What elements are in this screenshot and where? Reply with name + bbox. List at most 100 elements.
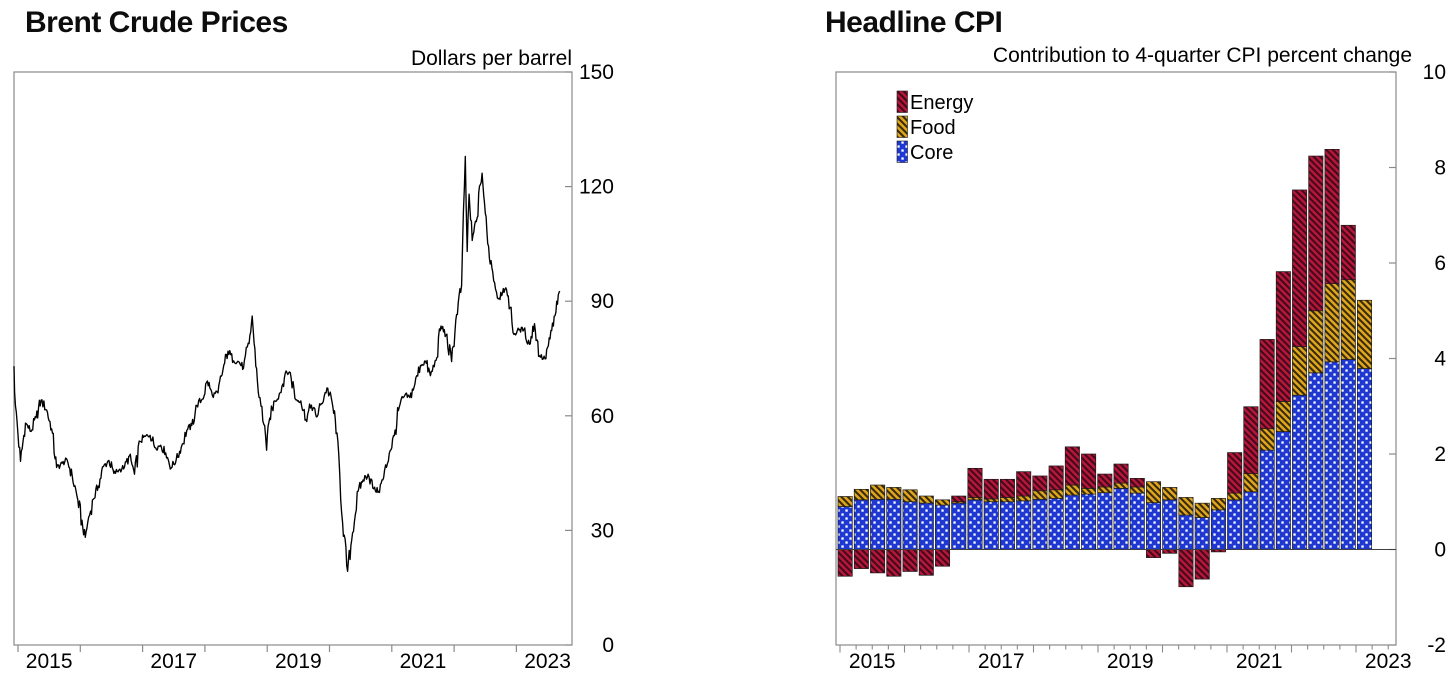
cpi-y-tick-label: 6 bbox=[1434, 252, 1446, 275]
cpi-y-tick-label: 4 bbox=[1434, 348, 1446, 371]
cpi-bar-core bbox=[1340, 359, 1356, 550]
cpi-bar-food bbox=[837, 496, 853, 507]
cpi-bar-food bbox=[1032, 490, 1048, 500]
cpi-bar-energy bbox=[1324, 149, 1340, 284]
cpi-bar-core bbox=[886, 499, 902, 550]
brent-y-tick-label: 60 bbox=[591, 405, 614, 428]
legend-swatch-energy bbox=[896, 90, 908, 113]
cpi-bar-food bbox=[1146, 481, 1162, 504]
cpi-bar-core bbox=[1064, 494, 1080, 550]
brent-price-line bbox=[13, 155, 561, 572]
cpi-bar-core bbox=[1032, 499, 1048, 550]
cpi-bar-food bbox=[1340, 279, 1356, 360]
cpi-bar-energy bbox=[1227, 452, 1243, 494]
cpi-y-tick-label: 8 bbox=[1434, 157, 1446, 180]
cpi-bar-energy bbox=[967, 467, 983, 498]
cpi-y-tick-label: 10 bbox=[1423, 61, 1446, 84]
brent-x-tick-label: 2019 bbox=[275, 650, 322, 673]
cpi-bar-energy bbox=[1275, 271, 1291, 402]
cpi-bar-energy bbox=[935, 549, 951, 567]
brent-y-tick-label: 150 bbox=[579, 61, 614, 84]
cpi-y-tick-label: 2 bbox=[1434, 443, 1446, 466]
cpi-bar-food bbox=[1275, 401, 1291, 432]
cpi-bar-food bbox=[967, 497, 983, 501]
cpi-bar-core bbox=[1357, 368, 1373, 550]
cpi-bar-core bbox=[951, 502, 967, 550]
cpi-bar-core bbox=[983, 501, 999, 550]
cpi-bar-food bbox=[999, 497, 1015, 503]
cpi-x-tick-label: 2015 bbox=[849, 650, 896, 673]
cpi-bar-food bbox=[1162, 487, 1178, 501]
cpi-x-tick-label: 2021 bbox=[1236, 650, 1283, 673]
legend-label-core: Core bbox=[910, 142, 953, 164]
cpi-x-tick-label: 2019 bbox=[1107, 650, 1154, 673]
cpi-bar-core bbox=[1210, 509, 1226, 550]
cpi-bar-food bbox=[1227, 492, 1243, 501]
cpi-bar-food bbox=[1210, 498, 1226, 511]
cpi-bar-energy bbox=[1129, 478, 1145, 488]
cpi-bar-core bbox=[1227, 499, 1243, 550]
brent-line-chart: 2015 2017 2019 2021 2023 0 30 60 90 120 150 bbox=[13, 61, 614, 673]
cpi-bar-energy bbox=[853, 549, 869, 569]
cpi-bar-energy bbox=[870, 549, 886, 574]
cpi-bar-energy bbox=[918, 549, 934, 576]
cpi-bar-food bbox=[870, 484, 886, 500]
cpi-y-tick-label: 0 bbox=[1434, 539, 1446, 562]
cpi-x-tick-label: 2017 bbox=[978, 650, 1025, 673]
cpi-bar-food bbox=[886, 487, 902, 500]
cpi-bar-food bbox=[935, 499, 951, 506]
cpi-bar-core bbox=[1129, 492, 1145, 550]
brent-plot-frame bbox=[13, 71, 573, 646]
cpi-bar-food bbox=[1194, 502, 1210, 518]
cpi-bar-energy bbox=[983, 478, 999, 500]
cpi-bar-core bbox=[1048, 498, 1064, 550]
brent-x-tick-label: 2015 bbox=[26, 650, 73, 673]
cpi-bar-energy bbox=[1243, 406, 1259, 474]
cpi-subtitle: Contribution to 4-quarter CPI percent ch… bbox=[992, 44, 1412, 67]
brent-y-tick-label: 0 bbox=[602, 634, 614, 657]
cpi-bar-food bbox=[1243, 473, 1259, 493]
brent-y-tick-label: 30 bbox=[591, 519, 614, 542]
cpi-bar-food bbox=[1048, 489, 1064, 499]
cpi-bar-energy bbox=[951, 495, 967, 503]
legend-swatch-food bbox=[896, 115, 908, 138]
cpi-bar-core bbox=[918, 502, 934, 550]
cpi-bar-core bbox=[1194, 517, 1210, 550]
cpi-bar-energy bbox=[1259, 339, 1275, 430]
legend-label-energy: Energy bbox=[910, 92, 973, 114]
legend-swatch-core bbox=[896, 140, 908, 163]
cpi-bar-energy bbox=[999, 478, 1015, 498]
cpi-bar-core bbox=[837, 506, 853, 550]
cpi-bar-food bbox=[983, 498, 999, 503]
cpi-bar-core bbox=[902, 501, 918, 550]
cpi-bar-energy bbox=[1048, 465, 1064, 491]
cpi-bar-energy bbox=[1113, 463, 1129, 484]
cpi-bar-food bbox=[1308, 310, 1324, 374]
cpi-bar-energy bbox=[1292, 189, 1308, 347]
cpi-bar-core bbox=[1146, 502, 1162, 550]
cpi-bar-core bbox=[1259, 449, 1275, 550]
brent-y-tick-label: 90 bbox=[591, 290, 614, 313]
legend-label-food: Food bbox=[910, 117, 956, 139]
cpi-bar-core bbox=[1178, 514, 1194, 550]
cpi-bar-food bbox=[902, 489, 918, 503]
cpi-bar-food bbox=[1097, 486, 1113, 494]
brent-x-tick-label: 2021 bbox=[400, 650, 447, 673]
cpi-bar-food bbox=[1324, 283, 1340, 363]
cpi-bar-food bbox=[1357, 299, 1373, 369]
cpi-chart-title: Headline CPI bbox=[825, 6, 1003, 39]
cpi-bar-core bbox=[1162, 499, 1178, 550]
brent-x-tick-label: 2017 bbox=[150, 650, 197, 673]
cpi-bar-energy bbox=[1308, 155, 1324, 312]
cpi-bar-energy bbox=[1146, 549, 1162, 558]
cpi-bar-energy bbox=[1081, 453, 1097, 489]
cpi-bar-energy bbox=[1162, 549, 1178, 554]
cpi-bar-core bbox=[1016, 500, 1032, 550]
cpi-bar-energy bbox=[1064, 446, 1080, 486]
cpi-bar-food bbox=[1259, 428, 1275, 451]
cpi-bar-energy bbox=[1194, 549, 1210, 580]
brent-x-tick-label: 2023 bbox=[524, 650, 571, 673]
cpi-x-tick-label: 2023 bbox=[1365, 650, 1412, 673]
